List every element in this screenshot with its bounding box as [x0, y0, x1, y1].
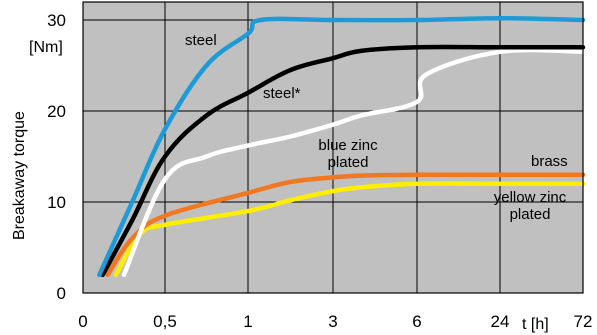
x-axis-ticks: 0 0,5 1 3 6 24 72: [78, 312, 592, 331]
y-tick-label: 10: [47, 193, 66, 212]
x-tick-label: 0: [78, 312, 87, 331]
y-axis-ticks: 0 10 20 30: [47, 11, 66, 303]
y-axis-label: Breakaway torque: [11, 111, 28, 240]
series-yellow-zinc-plated-line: [113, 181, 586, 278]
series-label: steel: [185, 32, 217, 49]
series-label: steel*: [263, 85, 301, 102]
x-tick-label: 0,5: [153, 312, 177, 331]
series-brass-line: [105, 172, 586, 278]
x-tick-label: 6: [412, 312, 421, 331]
grid-lines: [83, 2, 583, 293]
x-tick-label: 3: [328, 312, 337, 331]
x-tick-label: 72: [574, 312, 593, 331]
x-axis-label: t [h]: [522, 316, 549, 333]
series-label: plated: [510, 206, 551, 223]
y-tick-label: 0: [57, 284, 66, 303]
curves: [97, 15, 586, 278]
series-steel-line: [97, 15, 586, 278]
plot-frame: [82, 1, 584, 294]
y-tick-label: 30: [47, 11, 66, 30]
x-tick-label: 24: [491, 312, 510, 331]
series-label: plated: [328, 154, 369, 171]
series-label: brass: [531, 153, 568, 170]
x-tick-label: 1: [243, 312, 252, 331]
series-label: yellow zinc: [494, 189, 567, 206]
series-steel-line: [100, 44, 586, 278]
y-tick-label: 20: [47, 102, 66, 121]
series-label: blue zinc: [318, 137, 378, 154]
series-blue-zinc-plated-line: [121, 47, 586, 278]
y-axis-unit: [Nm]: [29, 39, 63, 56]
